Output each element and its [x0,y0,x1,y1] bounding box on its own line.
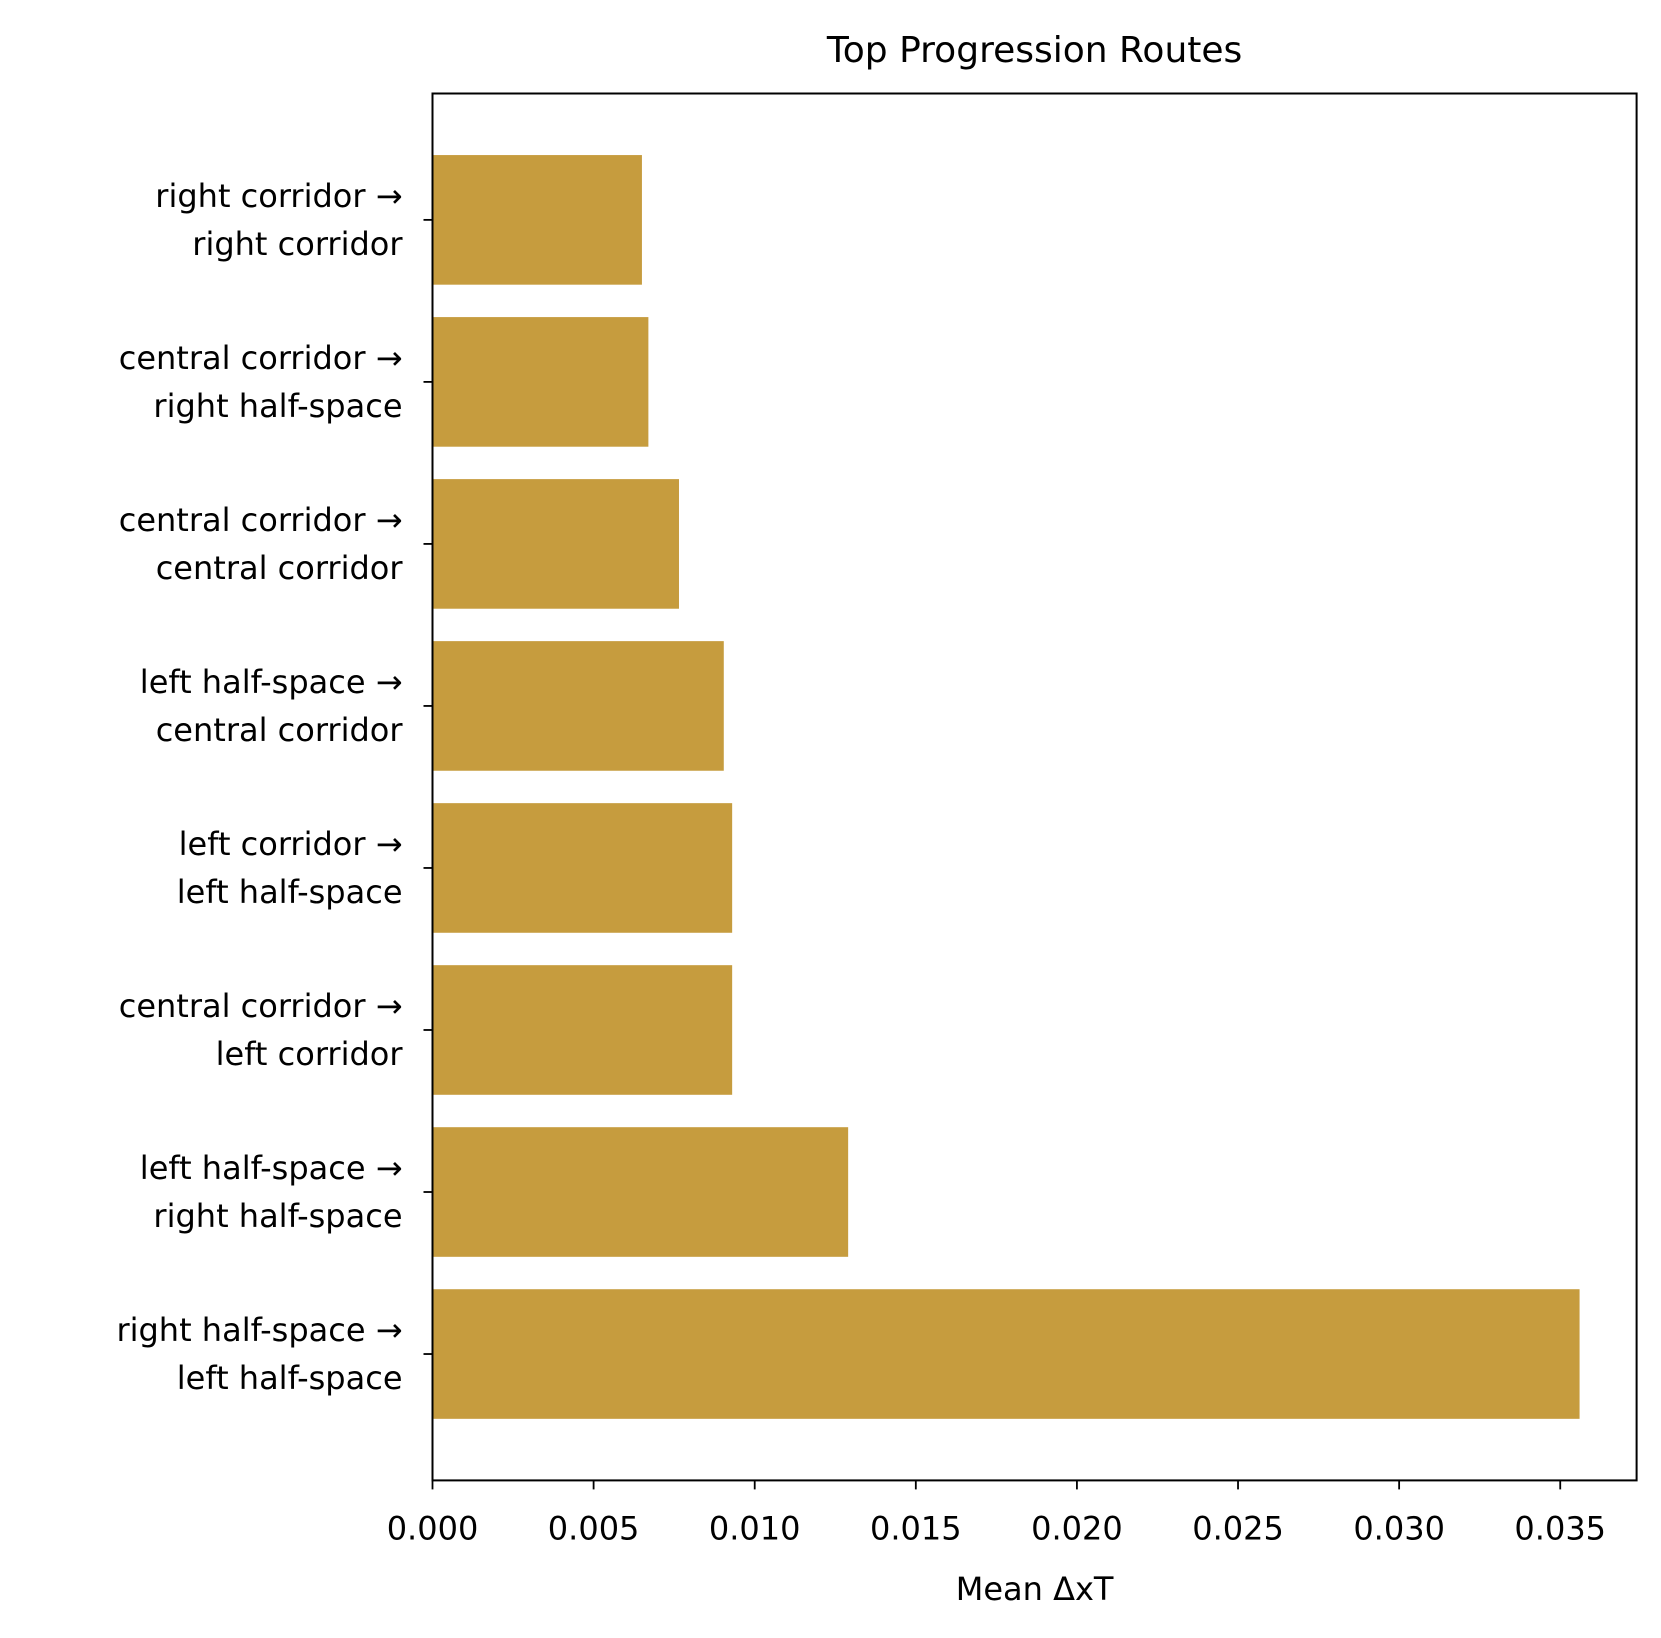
bar [432,1127,849,1257]
x-tick-label: 0.010 [709,1509,801,1547]
x-tick-label: 0.000 [387,1509,479,1547]
bar [432,317,649,447]
chart-title: Top Progression Routes [826,30,1242,71]
x-tick-label: 0.035 [1514,1509,1606,1547]
x-tick-label: 0.005 [548,1509,640,1547]
y-tick-label: right half-space → left half-space [116,1311,403,1398]
bar [432,155,642,285]
bar [432,641,724,771]
bar [432,965,733,1095]
y-tick-label: left corridor → left half-space [176,824,403,911]
x-tick-label: 0.020 [1031,1509,1123,1547]
y-tick-label: left half-space → right half-space [139,1149,403,1235]
y-tick-label: right corridor → right corridor [155,176,403,263]
y-tick-label: central corridor → central corridor [118,500,403,587]
bar [432,1289,1580,1419]
plot-frame [431,92,1638,1482]
bar [432,479,679,609]
y-tick-label: central corridor → left corridor [118,986,403,1073]
x-axis-label: Mean ΔxT [956,1570,1114,1608]
y-tick-label: left half-space → central corridor [139,662,403,749]
x-tick-label: 0.025 [1192,1509,1284,1547]
x-tick-label: 0.015 [870,1509,962,1547]
bar [432,803,733,933]
x-tick-label: 0.030 [1353,1509,1445,1547]
y-tick-label: central corridor → right half-space [118,338,403,425]
